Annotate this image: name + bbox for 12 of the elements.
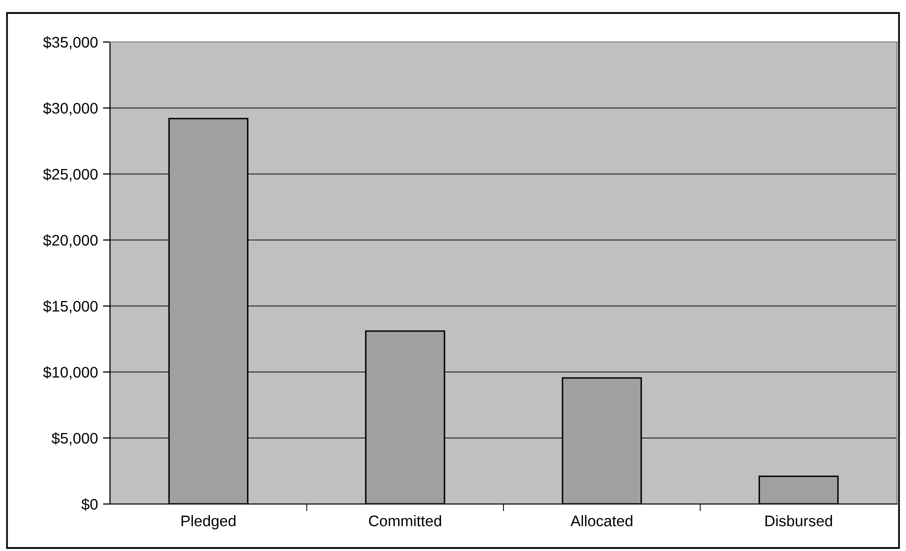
- x-tick-label: Allocated: [570, 515, 632, 526]
- x-tick-label: Pledged: [182, 515, 236, 530]
- y-tick-label: $20,000: [43, 234, 98, 248]
- x-tick-label: Disbursed: [765, 515, 832, 526]
- y-tick-label: $30,000: [43, 102, 98, 116]
- y-tick-label: $5,000: [52, 432, 98, 446]
- y-tick-label: $15,000: [43, 300, 98, 314]
- y-tick-label: $0: [81, 498, 98, 511]
- x-tick-label: Committed: [368, 515, 442, 526]
- y-tick-label: $25,000: [43, 168, 98, 182]
- y-tick-label: $10,000: [43, 366, 98, 380]
- y-tick-label: $35,000: [43, 36, 98, 50]
